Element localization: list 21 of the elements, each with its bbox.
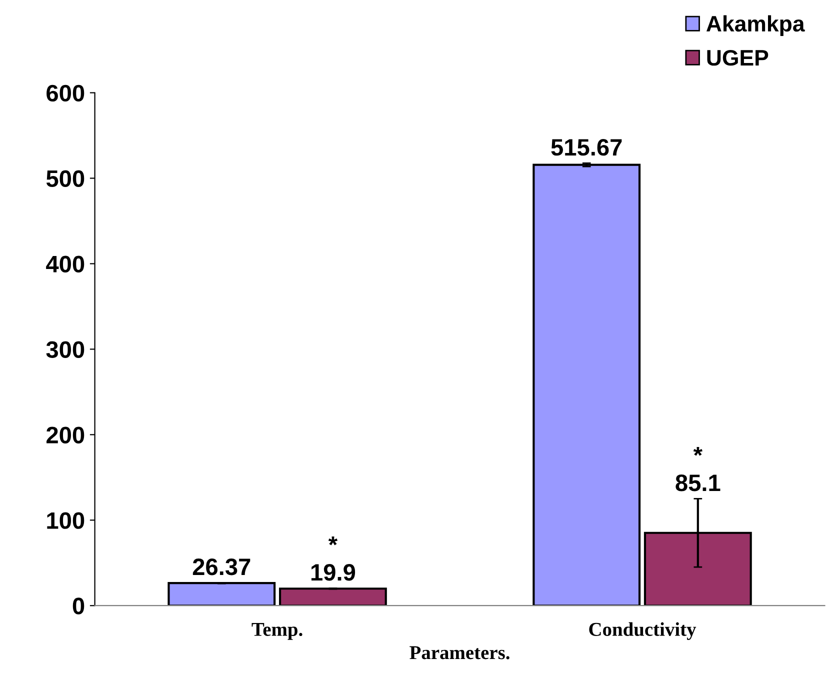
annotation: * bbox=[693, 446, 702, 456]
bar bbox=[168, 582, 276, 606]
y-tick-label: 300 bbox=[46, 341, 84, 358]
x-tick-label: Conductivity bbox=[589, 622, 696, 640]
y-tick-label: 600 bbox=[46, 84, 84, 102]
x-tick-label: Temp. bbox=[252, 623, 302, 640]
data-label: 85.1 bbox=[676, 474, 720, 492]
legend-label: UGEP bbox=[707, 50, 768, 66]
data-label: 26.37 bbox=[192, 558, 250, 576]
annotation: * bbox=[328, 536, 338, 546]
data-label: 19.9 bbox=[311, 564, 356, 581]
y-tick-label: 100 bbox=[47, 512, 84, 529]
y-tick-label: 200 bbox=[46, 426, 84, 444]
data-label: 515.67 bbox=[551, 138, 622, 156]
bar bbox=[278, 588, 387, 606]
x-axis-title: Parameters. bbox=[410, 646, 510, 660]
y-tick-label: 0 bbox=[72, 598, 84, 614]
bar bbox=[532, 164, 641, 606]
y-tick-label: 500 bbox=[46, 170, 84, 188]
legend-label: Akamkpa bbox=[706, 15, 805, 36]
y-tick-label: 400 bbox=[46, 256, 84, 272]
